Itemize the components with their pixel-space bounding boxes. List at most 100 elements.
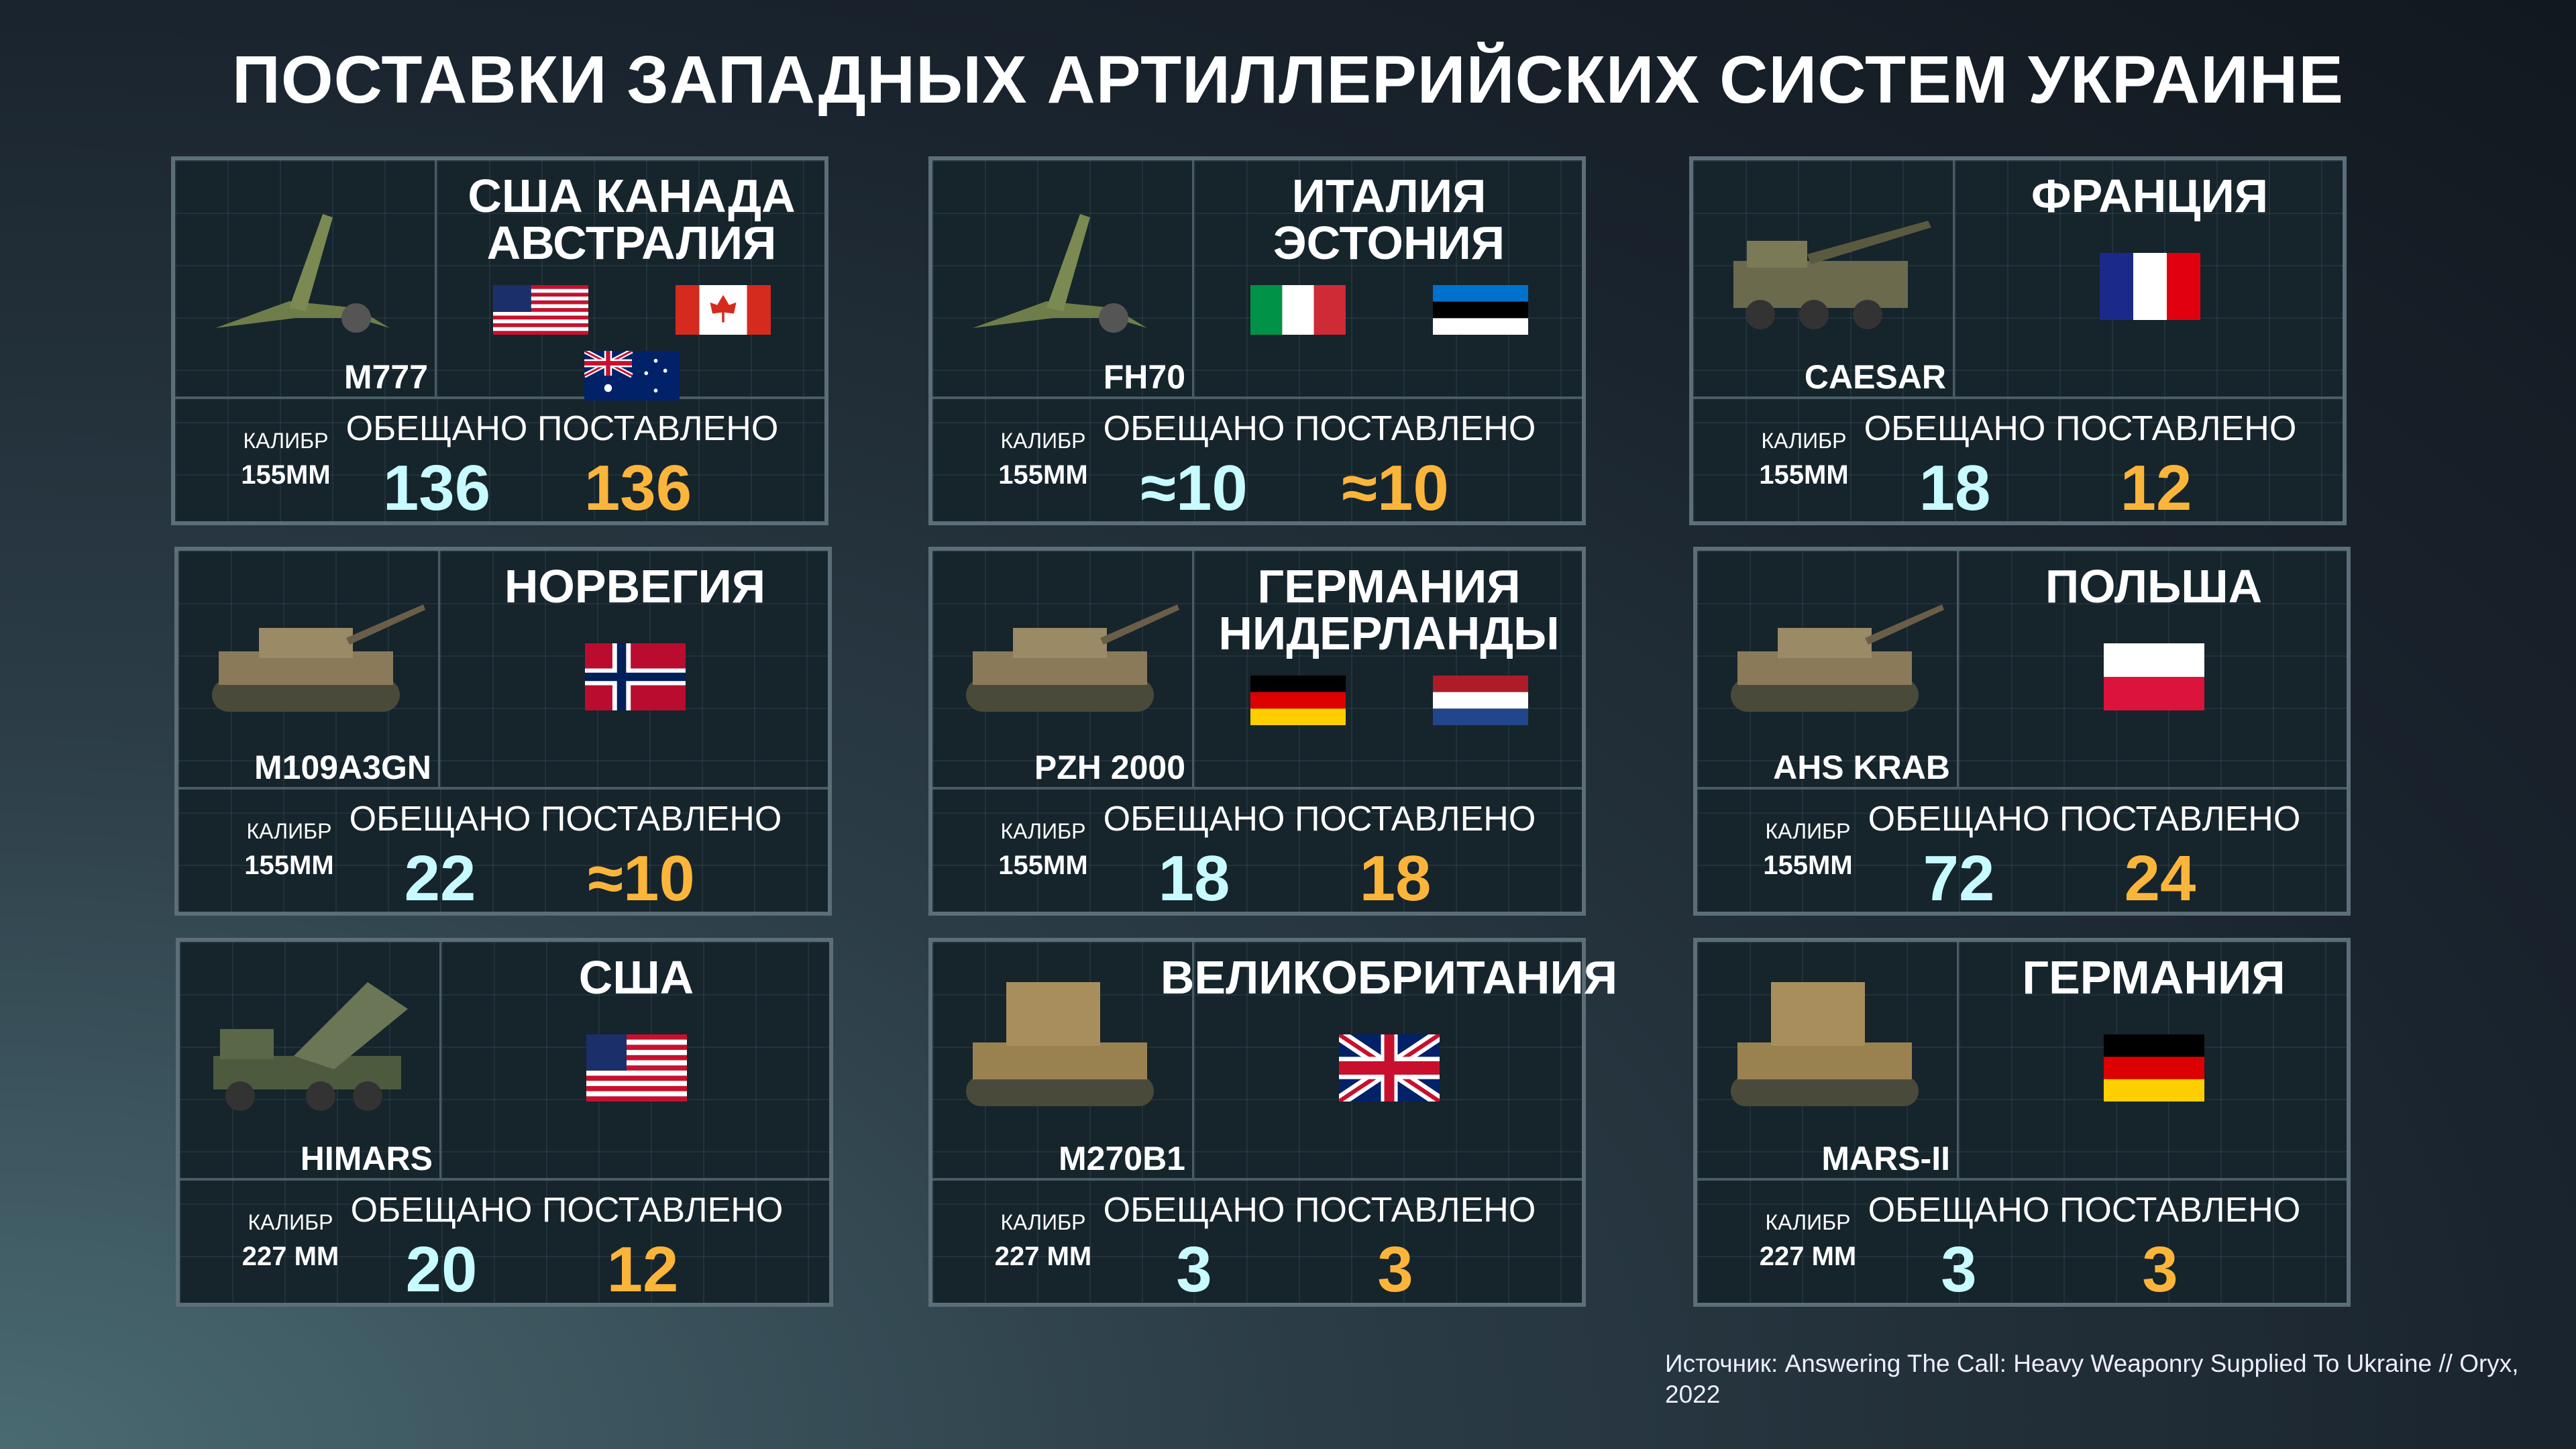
flag-italy-icon [1250,285,1346,335]
promised-value: 22 [404,843,476,914]
weapon-card: PZH 2000 ГЕРМАНИЯ НИДЕРЛАНДЫ КАЛИБР 155M… [928,547,1586,916]
delivered-label: ПОСТАВЛЕНО [1295,1191,1536,1230]
flag-netherlands-icon [1432,676,1528,725]
promised-label: ОБЕЩАНО [1103,1191,1285,1230]
promised: ОБЕЩАНО 136 [336,409,537,525]
caliber-label: КАЛИБР [243,429,329,453]
caliber: КАЛИБР 155MM [229,429,343,490]
weapon-card: M270B1 ВЕЛИКОБРИТАНИЯ КАЛИБР 227 MM ОБЕЩ… [928,938,1617,1307]
weapon-card: M777 США КАНАДА АВСТРАЛИЯ КАЛИБР 155MM О… [171,156,828,525]
promised-value: 3 [1176,1234,1212,1305]
towed-howitzer-icon [215,214,390,333]
weapon-image-panel: CAESAR [1693,160,1955,396]
model-name: M109A3GN [254,749,431,786]
caliber-label: КАЛИБР [1000,1210,1086,1234]
flag-poland-icon [2103,643,2204,710]
caliber-value: 227 MM [994,1242,1092,1271]
countries-panel: США КАНАДА АВСТРАЛИЯ [439,160,824,400]
tracked-howitzer-icon [212,604,425,712]
caliber: КАЛИБР 227 MM [986,1210,1100,1272]
countries-panel: ФРАНЦИЯ [1957,160,2343,396]
caliber-value: 227 MM [241,1242,339,1271]
delivered-value: 3 [2142,1234,2178,1305]
flags [449,1034,824,1102]
weapon-image-panel: FH70 [932,160,1194,396]
delivered: ПОСТАВЛЕНО 3 [1295,1190,1536,1307]
flags [1201,676,1577,725]
promised: ОБЕЩАНО 22 [339,799,541,916]
promised-label: ОБЕЩАНО [1868,1191,2050,1230]
promised: ОБЕЩАНО 3 [1093,1190,1295,1307]
caliber-value: 155MM [998,851,1088,880]
delivered: ПОСТАВЛЕНО 12 [2055,409,2297,525]
tracked-howitzer-icon [966,604,1179,712]
caliber-value: 155MM [1759,460,1849,490]
weapon-image-panel: MARS-II [1697,942,1959,1178]
promised: ОБЕЩАНО ≈10 [1093,409,1295,525]
delivered-value: 24 [2124,843,2196,914]
country-names: ГЕРМАНИЯ НИДЕРЛАНДЫ [1218,560,1560,659]
flags [1962,253,2338,320]
delivered-value: 12 [606,1234,679,1305]
promised-label: ОБЕЩАНО [349,800,531,839]
caliber: КАЛИБР 227 MM [1751,1210,1865,1272]
delivered-label: ПОСТАВЛЕНО [541,800,782,839]
promised-value: 136 [382,452,491,524]
flag-canada-icon [675,285,771,335]
divider [932,1178,1582,1181]
caliber-value: 155MM [244,851,334,880]
countries-panel: НОРВЕГИЯ [442,551,828,787]
delivered-label: ПОСТАВЛЕНО [2059,1191,2301,1230]
divider [178,787,828,790]
model-name: M270B1 [1059,1140,1185,1177]
source-note: Источник: Answering The Call: Heavy Weap… [1665,1350,2519,1408]
delivered: ПОСТАВЛЕНО 136 [537,409,779,525]
model-name: AHS KRAB [1773,749,1950,786]
country-names: ПОЛЬША [2045,560,2263,612]
divider [932,787,1582,790]
countries-panel: ИТАЛИЯ ЭСТОНИЯ [1196,160,1582,396]
caliber-value: 155MM [1763,851,1853,880]
tracked-howitzer-icon [1731,604,1944,712]
promised-value: ≈10 [1140,452,1248,524]
caliber-label: КАЛИБР [1761,429,1847,453]
caliber-value: 155MM [241,460,331,490]
delivered-label: ПОСТАВЛЕНО [542,1191,784,1230]
model-name: M777 [343,358,428,396]
flags [1201,285,1577,335]
divider [932,396,1582,399]
delivered: ПОСТАВЛЕНО ≈10 [541,799,782,916]
flags [444,285,820,400]
delivered-label: ПОСТАВЛЕНО [537,409,779,448]
promised: ОБЕЩАНО 3 [1858,1190,2059,1307]
divider [1697,1178,2347,1181]
delivered: ПОСТАВЛЕНО 3 [2059,1190,2301,1307]
caliber: КАЛИБР 155MM [232,819,346,881]
caliber-label: КАЛИБР [1000,819,1086,843]
divider [1697,787,2347,790]
divider [175,396,824,399]
promised-label: ОБЕЩАНО [350,1191,533,1230]
flags [447,643,823,710]
flag-estonia-icon [1432,285,1528,335]
delivered: ПОСТАВЛЕНО 12 [542,1190,784,1307]
weapon-image-panel: M109A3GN [178,551,440,787]
delivered-label: ПОСТАВЛЕНО [2059,800,2301,839]
caliber-label: КАЛИБР [1765,819,1851,843]
weapon-card: FH70 ИТАЛИЯ ЭСТОНИЯ КАЛИБР 155MM ОБЕЩАНО… [928,156,1586,525]
flag-germany-icon [1250,676,1346,725]
tracked-rocket-launcher-icon [966,982,1154,1106]
country-names: ИТАЛИЯ ЭСТОНИЯ [1273,170,1505,269]
promised-label: ОБЕЩАНО [1864,409,2046,448]
promised-value: 3 [1941,1234,1977,1305]
country-names: ВЕЛИКОБРИТАНИЯ [1160,951,1618,1004]
page-title: ПОСТАВКИ ЗАПАДНЫХ АРТИЛЛЕРИЙСКИХ СИСТЕМ … [232,42,2344,117]
delivered-label: ПОСТАВЛЕНО [2055,409,2297,448]
delivered-value: 12 [2120,452,2192,524]
promised: ОБЕЩАНО 18 [1093,799,1295,916]
promised-label: ОБЕЩАНО [1103,409,1285,448]
promised-label: ОБЕЩАНО [1868,800,2050,839]
delivered: ПОСТАВЛЕНО 24 [2059,799,2301,916]
weapon-image-panel: PZH 2000 [932,551,1194,787]
flag-france-icon [2099,253,2200,320]
